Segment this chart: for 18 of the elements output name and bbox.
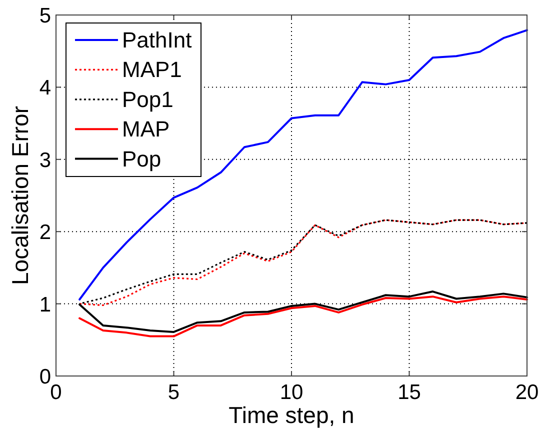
legend-label: PathInt	[122, 28, 192, 52]
y-axis-title: Localisation Error	[7, 106, 33, 285]
y-tick-label: 5	[39, 4, 51, 28]
y-tick-label: 2	[39, 221, 51, 244]
x-axis-title: Time step, n	[228, 402, 354, 428]
y-tick-label: 3	[39, 148, 51, 172]
x-tick-label: 10	[280, 381, 304, 404]
y-tick-label: 0	[39, 366, 51, 388]
x-tick-label: 20	[515, 381, 539, 404]
line-series	[78, 29, 528, 300]
legend-label: MAP1	[122, 57, 182, 82]
legend-label: MAP	[122, 116, 170, 142]
y-tick-label: 1	[39, 293, 51, 316]
x-tick-label: 15	[398, 381, 421, 404]
legend-label: Pop	[122, 146, 162, 172]
y-tick-label: 4	[39, 76, 52, 100]
legend-label: Pop1	[122, 86, 174, 112]
x-tick-label: 5	[168, 381, 180, 404]
